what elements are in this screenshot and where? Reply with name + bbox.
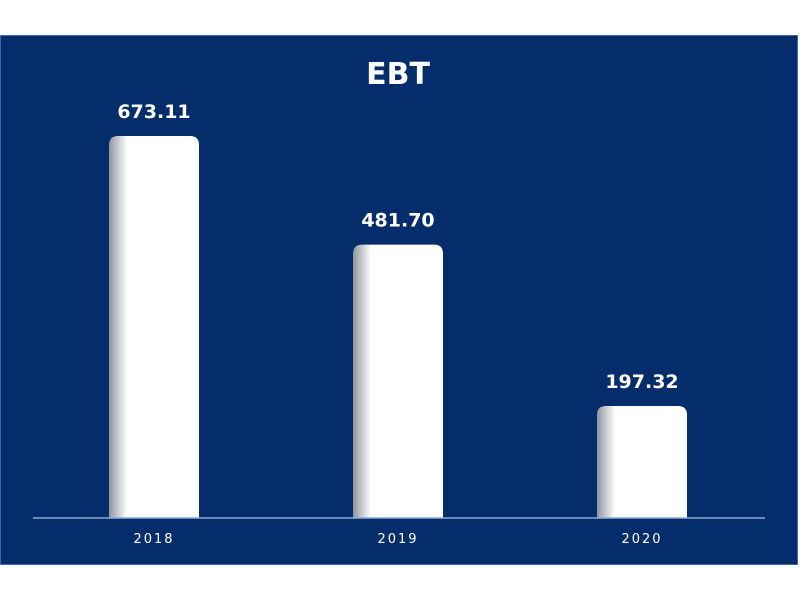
bar-2018: [109, 136, 199, 518]
bar-2019: [353, 244, 443, 518]
x-tick-label-2019: 2019: [377, 532, 418, 547]
bar-chart: EBT 673.11 2018 481.70 2019 197.32 2020: [33, 57, 765, 547]
value-label-2020: 197.32: [605, 371, 678, 393]
bars: 673.11 2018 481.70 2019 197.32 2020: [109, 101, 687, 547]
value-label-2019: 481.70: [361, 210, 434, 232]
chart-title: EBT: [366, 57, 430, 92]
value-label-2018: 673.11: [117, 101, 190, 123]
bar-2020: [597, 406, 687, 518]
x-tick-label-2018: 2018: [133, 532, 174, 547]
x-tick-label-2020: 2020: [621, 532, 662, 547]
chart-panel: EBT 673.11 2018 481.70 2019 197.32 2020: [0, 35, 798, 565]
